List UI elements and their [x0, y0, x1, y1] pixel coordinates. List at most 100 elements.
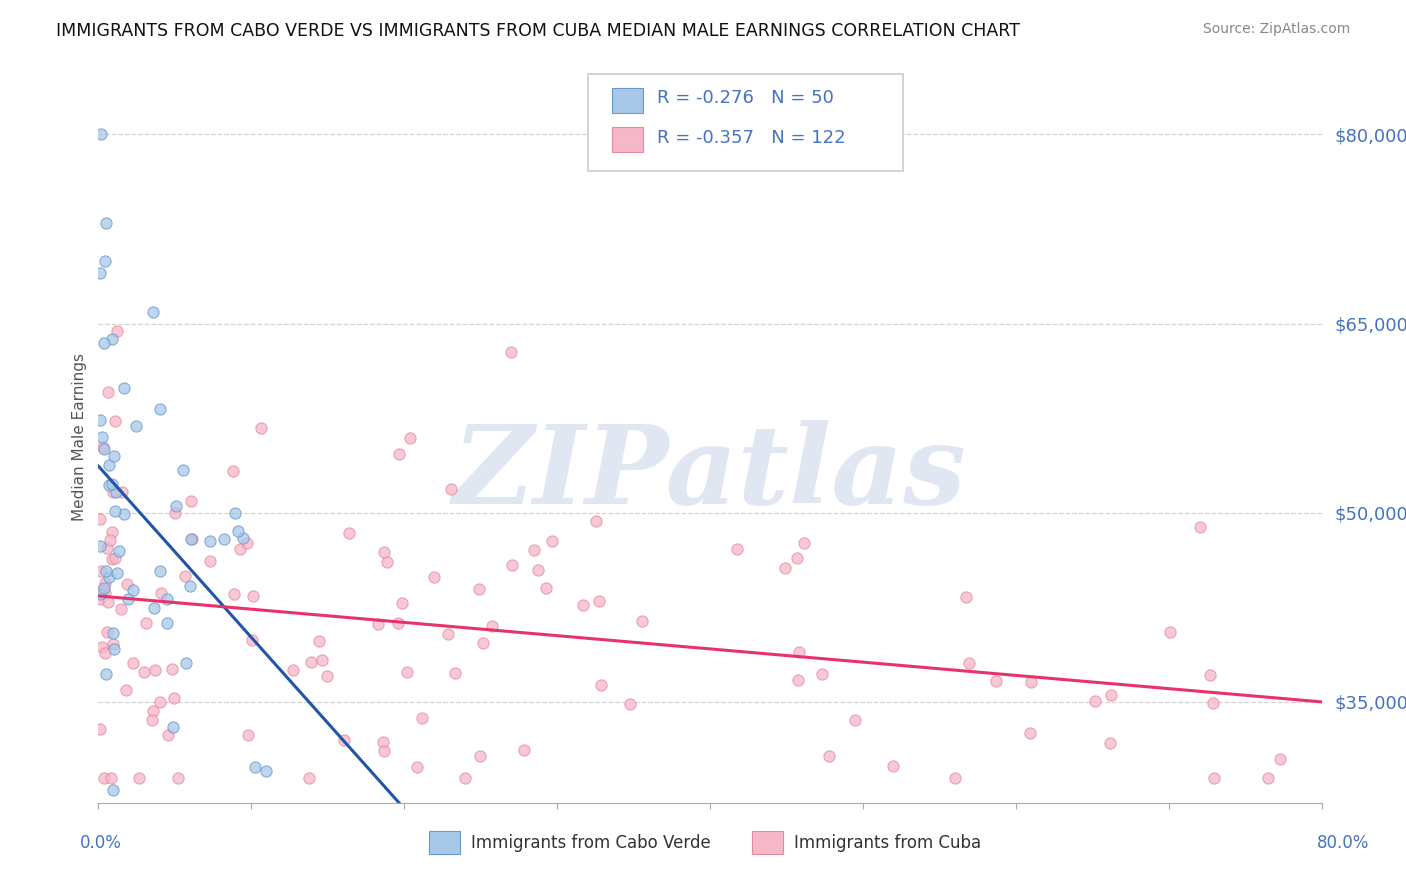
Point	[90, 430, 112, 444]
Point	[391, 596, 413, 610]
Point	[101, 625, 124, 640]
Point	[180, 532, 202, 546]
Point	[149, 564, 172, 578]
Point	[513, 742, 536, 756]
Point	[399, 431, 422, 445]
Point	[882, 759, 904, 773]
Point	[957, 657, 980, 671]
Point	[111, 485, 134, 500]
Point	[104, 551, 127, 566]
Point	[96, 624, 118, 639]
Point	[122, 583, 145, 598]
Point	[105, 484, 128, 499]
Point	[527, 563, 550, 577]
Point	[101, 332, 124, 346]
Point	[105, 566, 128, 580]
Point	[444, 666, 467, 681]
Point	[98, 458, 121, 472]
Point	[155, 592, 177, 607]
Point	[534, 581, 557, 595]
Point	[299, 655, 322, 669]
Point	[94, 564, 117, 578]
Point	[108, 543, 131, 558]
Point	[773, 560, 796, 574]
Point	[228, 524, 250, 539]
Point	[377, 555, 399, 569]
Point	[90, 564, 112, 578]
Text: R = -0.357   N = 122: R = -0.357 N = 122	[657, 129, 845, 147]
Point	[214, 532, 236, 546]
Text: ZIPatlas: ZIPatlas	[453, 420, 967, 527]
Point	[89, 539, 111, 553]
Point	[499, 345, 522, 359]
Point	[254, 764, 277, 779]
Point	[125, 419, 148, 434]
Point	[93, 253, 115, 268]
Point	[114, 683, 136, 698]
Point	[249, 420, 271, 434]
Point	[316, 669, 339, 683]
Point	[180, 493, 202, 508]
Point	[91, 440, 114, 454]
Point	[93, 771, 115, 785]
Point	[986, 674, 1008, 689]
Point	[411, 711, 433, 725]
Point	[142, 704, 165, 718]
Point	[387, 446, 409, 460]
Point	[844, 713, 866, 727]
Point	[162, 662, 184, 676]
Point	[619, 697, 641, 711]
Point	[173, 568, 195, 582]
Point	[180, 532, 202, 546]
Text: R = -0.276   N = 50: R = -0.276 N = 50	[657, 89, 834, 107]
Point	[298, 771, 321, 785]
Point	[373, 545, 395, 559]
Point	[236, 536, 259, 550]
Point	[232, 531, 254, 545]
Point	[97, 570, 120, 584]
Point	[149, 695, 172, 709]
Point	[243, 760, 266, 774]
Text: IMMIGRANTS FROM CABO VERDE VS IMMIGRANTS FROM CUBA MEDIAN MALE EARNINGS CORRELAT: IMMIGRANTS FROM CABO VERDE VS IMMIGRANTS…	[56, 22, 1021, 40]
Point	[198, 554, 221, 568]
Point	[787, 645, 810, 659]
Point	[162, 720, 184, 734]
Point	[94, 216, 117, 230]
Point	[725, 542, 748, 557]
Y-axis label: Median Male Earnings: Median Male Earnings	[72, 353, 87, 521]
Point	[104, 504, 127, 518]
Point	[100, 476, 122, 491]
Point	[631, 614, 654, 628]
Point	[93, 335, 115, 350]
Point	[786, 673, 808, 687]
Point	[98, 533, 121, 547]
Point	[165, 499, 187, 513]
Text: Immigrants from Cuba: Immigrants from Cuba	[794, 834, 981, 852]
Point	[224, 506, 246, 520]
Point	[103, 449, 125, 463]
Point	[156, 615, 179, 630]
Point	[100, 771, 122, 785]
Point	[91, 640, 114, 654]
Point	[818, 749, 841, 764]
Point	[150, 586, 173, 600]
Point	[1198, 667, 1220, 681]
Point	[93, 442, 115, 456]
Point	[145, 663, 167, 677]
Point	[1021, 675, 1043, 690]
Point	[238, 728, 260, 742]
Point	[242, 589, 264, 603]
Point	[811, 667, 834, 681]
Point	[423, 570, 446, 584]
Point	[1189, 520, 1212, 534]
Point	[333, 732, 356, 747]
Point	[96, 667, 118, 681]
Point	[367, 617, 389, 632]
Point	[1018, 725, 1040, 739]
Point	[117, 592, 139, 607]
Point	[589, 678, 612, 692]
Text: Source: ZipAtlas.com: Source: ZipAtlas.com	[1202, 22, 1350, 37]
Point	[786, 550, 808, 565]
Point	[93, 585, 115, 599]
Point	[337, 525, 360, 540]
